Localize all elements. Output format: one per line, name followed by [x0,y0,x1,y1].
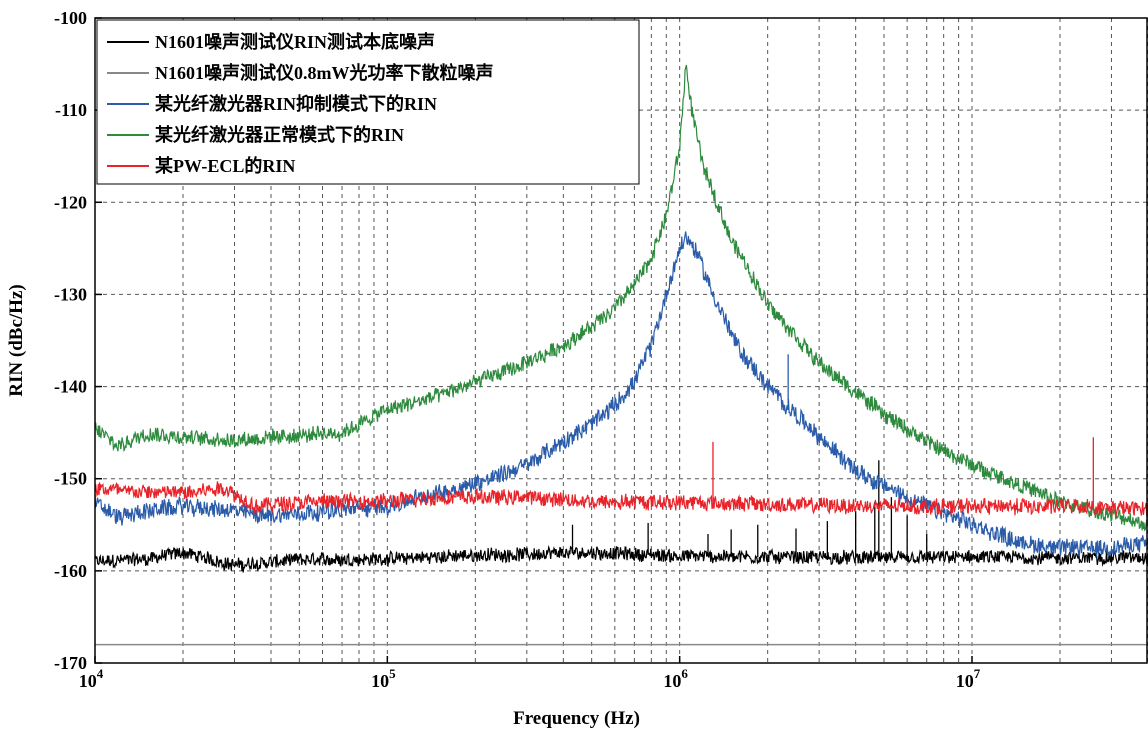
series-layer [94,64,1148,646]
legend-label: 某PW-ECL的RIN [155,155,295,176]
series-line [94,544,1148,573]
plot-frame [94,17,1148,664]
y-tick-label: -120 [54,192,87,212]
legend-label: 某光纤激光器正常模式下的RIN [155,124,404,145]
legend-label: N1601噪声测试仪RIN测试本底噪声 [155,31,435,52]
x-tick-label: 107 [956,666,981,691]
y-tick-label: -130 [54,284,87,304]
y-tick-label: -160 [54,561,87,581]
y-axis-title: RIN (dBc/Hz) [6,284,27,396]
legend-label: 某光纤激光器RIN抑制模式下的RIN [155,93,437,114]
y-tick-label: -110 [55,100,87,120]
x-tick-label: 105 [371,666,396,691]
y-tick-label: -170 [54,653,87,673]
x-axis-title: Frequency (Hz) [513,708,640,729]
legend-box [96,19,640,185]
series-line [94,64,1148,532]
x-tick-label: 106 [663,666,688,691]
y-tick-label: -150 [54,469,87,489]
series-line [94,231,1148,558]
legend: N1601噪声测试仪RIN测试本底噪声 N1601噪声测试仪0.8mW光功率下散粒… [96,19,640,185]
series-line [94,481,1148,517]
y-tick-label: -100 [54,8,87,28]
x-tick-label: 104 [79,666,104,691]
legend-label: N1601噪声测试仪0.8mW光功率下散粒噪声 [155,62,494,83]
y-tick-label: -140 [54,377,87,397]
